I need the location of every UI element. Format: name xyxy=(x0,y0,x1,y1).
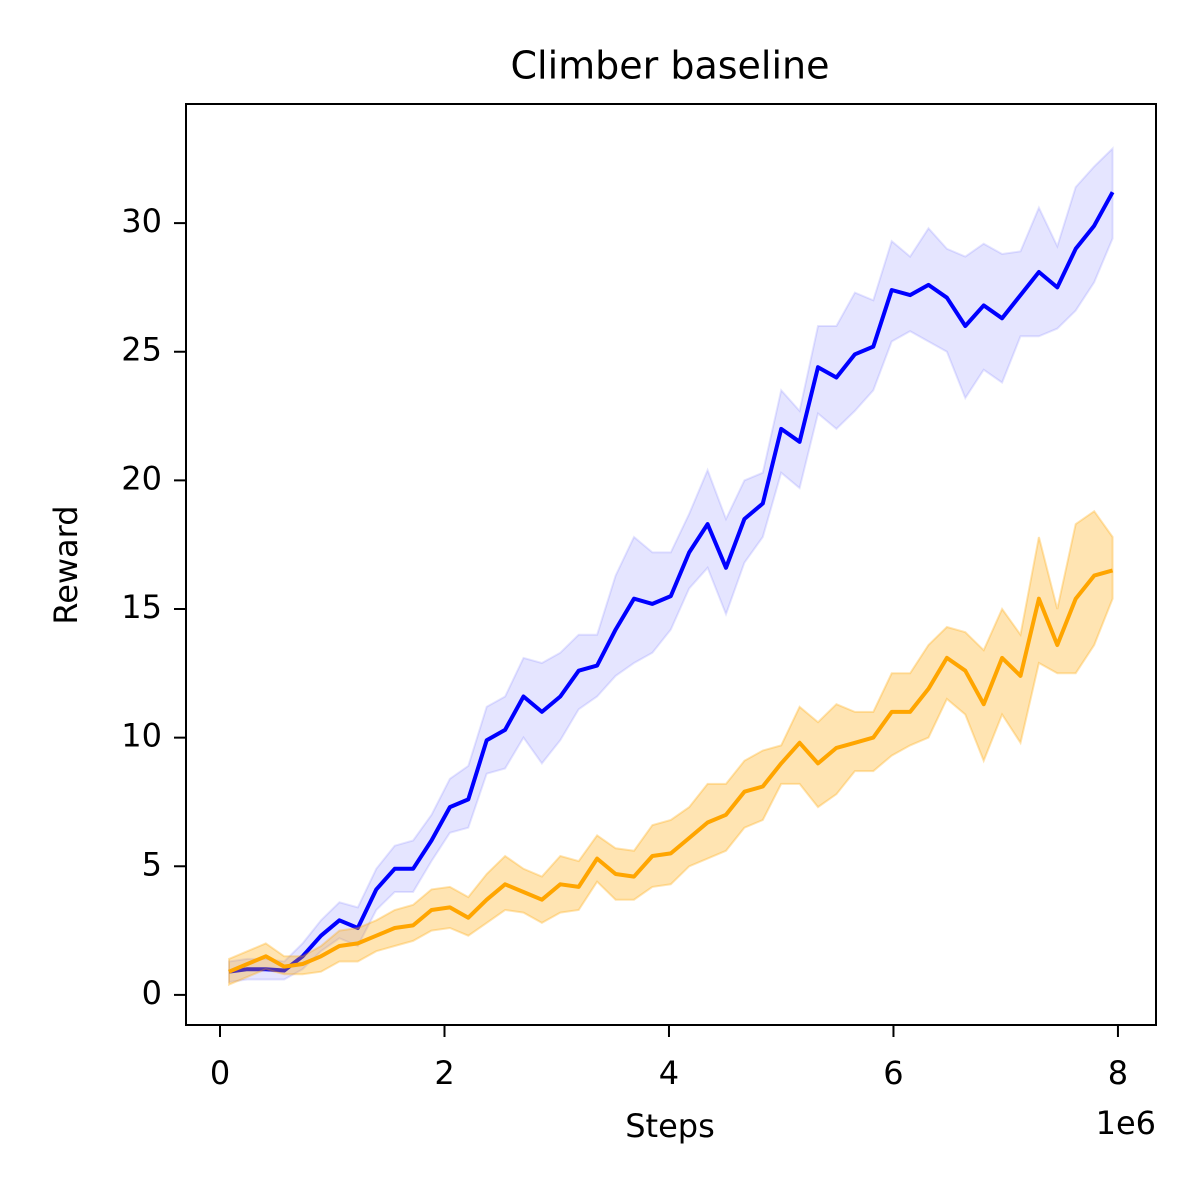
line xyxy=(228,568,1114,974)
confidence-band xyxy=(228,146,1114,984)
confidence-band xyxy=(228,509,1114,987)
line xyxy=(228,191,1115,974)
y-tick-label: 30 xyxy=(121,202,162,240)
y-tick-label: 15 xyxy=(121,588,162,626)
plot-frame xyxy=(185,103,1157,1026)
x-tick-label: 6 xyxy=(883,1054,903,1092)
chart-title: Climber baseline xyxy=(510,44,829,88)
x-tick-label: 0 xyxy=(210,1054,230,1092)
y-axis-label: Reward xyxy=(47,505,85,624)
x-tick-label: 4 xyxy=(659,1054,679,1092)
y-tick-label: 5 xyxy=(142,845,162,883)
y-tick-label: 10 xyxy=(121,717,162,755)
y-tick-label: 20 xyxy=(121,459,162,497)
y-tick-label: 25 xyxy=(121,331,162,369)
x-axis-label: Steps xyxy=(625,1107,715,1145)
x-tick-label: 8 xyxy=(1108,1054,1128,1092)
x-offset-label: 1e6 xyxy=(1096,1104,1156,1142)
x-tick-label: 2 xyxy=(434,1054,454,1092)
y-tick-label: 0 xyxy=(142,974,162,1012)
